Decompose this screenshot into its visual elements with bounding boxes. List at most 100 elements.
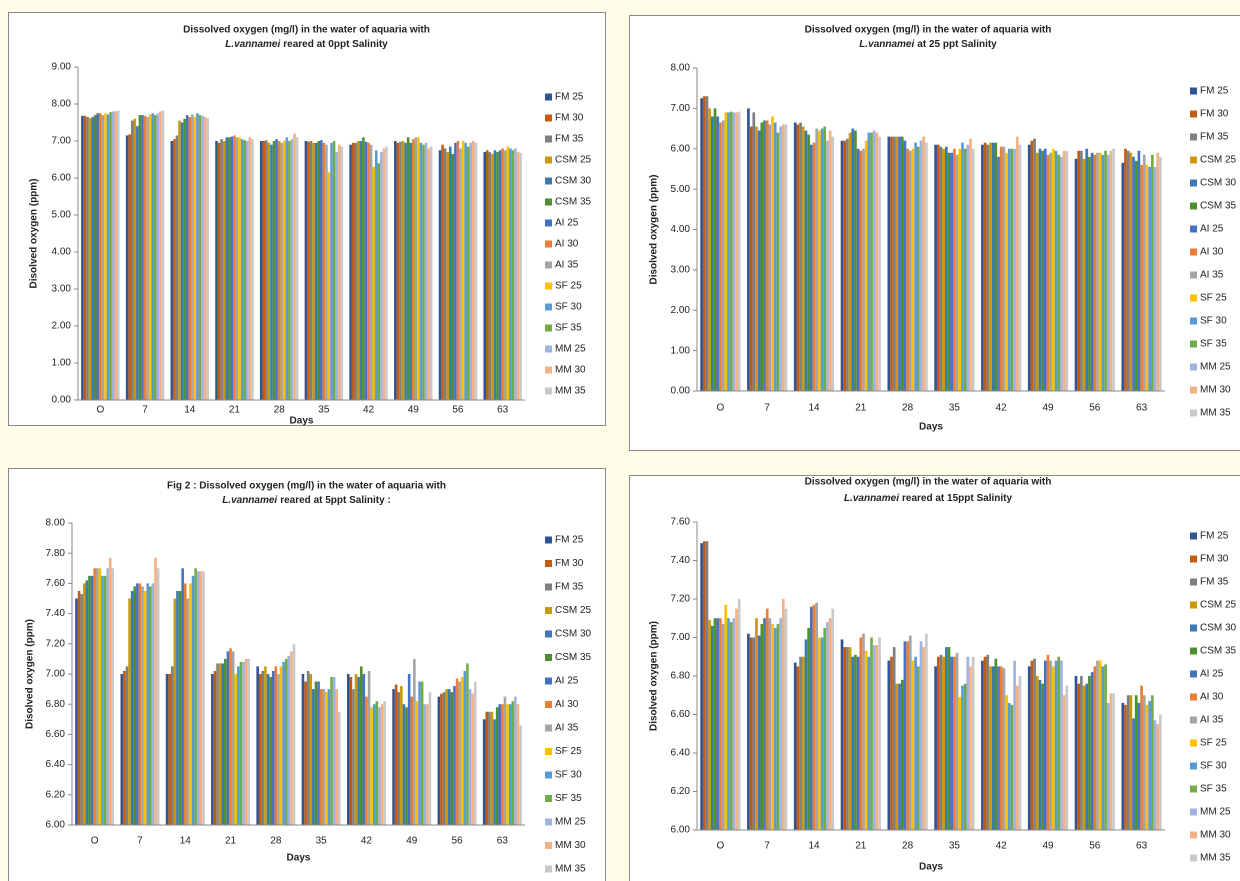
bar (198, 115, 202, 400)
y-tick-label: 7.20 (46, 638, 66, 649)
bar (815, 128, 819, 391)
legend-swatch (545, 198, 552, 206)
legend-swatch (1190, 601, 1197, 609)
legend-swatch (545, 261, 552, 269)
bar (325, 144, 328, 400)
bar (380, 704, 384, 825)
y-tick-label: 7.40 (46, 608, 66, 619)
bar (258, 674, 262, 825)
bar (872, 645, 876, 830)
bar (1085, 683, 1089, 830)
x-tick-label: 14 (184, 405, 196, 416)
bar (372, 166, 375, 400)
bar (335, 152, 338, 400)
bar (275, 139, 278, 400)
bar (1005, 152, 1008, 391)
bar (721, 120, 725, 392)
bar (1057, 656, 1061, 830)
bar (953, 656, 956, 830)
y-tick-label: 2.00 (671, 305, 691, 316)
bar (1090, 672, 1094, 830)
legend-swatch (1190, 716, 1197, 724)
bar (1038, 679, 1042, 830)
bar (414, 137, 418, 401)
bar (922, 647, 926, 830)
bar (427, 148, 430, 400)
bar (840, 140, 844, 391)
bar (251, 139, 254, 400)
y-tick-label: 1.00 (52, 358, 72, 369)
bar (372, 704, 376, 825)
bar (397, 692, 401, 825)
bar (453, 686, 456, 825)
legend-label: CSM 30 (1200, 178, 1237, 189)
bar (749, 637, 753, 830)
bar (106, 114, 110, 401)
bar (781, 599, 785, 830)
bar (170, 141, 174, 400)
bar (498, 150, 502, 400)
bar (244, 658, 248, 825)
y-tick-label: 8.00 (46, 518, 66, 529)
legend-swatch (545, 748, 552, 755)
bar (969, 138, 972, 391)
bar (238, 137, 241, 401)
bar (784, 124, 788, 392)
legend-swatch (545, 560, 552, 567)
bar (831, 136, 835, 391)
bar (374, 150, 378, 400)
legend-label: MM 30 (555, 840, 586, 851)
legend-label: AI 35 (1200, 270, 1224, 281)
legend-label: FM 35 (555, 134, 584, 145)
bar (716, 116, 720, 391)
bar (812, 604, 816, 830)
bar (705, 541, 709, 830)
bar (1096, 152, 1099, 391)
bar (1065, 150, 1069, 391)
bar (400, 686, 403, 825)
legend-label: SF 30 (1200, 761, 1227, 772)
bar (856, 656, 860, 830)
bar (1057, 154, 1061, 391)
bar (332, 677, 336, 825)
bar (519, 725, 522, 825)
bar (234, 674, 238, 825)
x-tick-label: 21 (855, 403, 867, 414)
bar (495, 707, 499, 825)
y-tick-label: 7.00 (671, 632, 691, 643)
bar (719, 122, 722, 391)
bar (735, 112, 738, 391)
bar (1132, 718, 1135, 830)
species-name: L.vannamei (859, 39, 914, 50)
bar (498, 704, 502, 825)
bar (737, 111, 741, 391)
bar (809, 144, 813, 391)
bar (1129, 152, 1133, 391)
bar (925, 142, 928, 391)
bar (1007, 702, 1011, 830)
bar (306, 670, 310, 825)
y-tick-label: 4.00 (52, 247, 72, 258)
bar (1101, 666, 1105, 830)
y-tick-label: 6.20 (671, 786, 691, 797)
bar (1132, 156, 1135, 391)
bar (91, 116, 94, 400)
legend-swatch (545, 93, 552, 101)
bar (1015, 685, 1019, 830)
bar (763, 120, 766, 392)
bar (757, 635, 761, 830)
bar (282, 141, 286, 400)
bar (732, 112, 736, 391)
legend-label: FM 30 (555, 113, 584, 124)
bar (1121, 162, 1125, 391)
species-name: L.vannamei (222, 495, 277, 506)
bar (312, 142, 315, 400)
bar (75, 598, 78, 825)
bar (503, 696, 507, 825)
y-tick-label: 0.00 (671, 386, 691, 397)
x-tick-label: 7 (137, 836, 143, 847)
legend-swatch (1190, 854, 1197, 862)
bar (1002, 668, 1006, 830)
bar (737, 599, 741, 830)
legend-label: MM 25 (1200, 362, 1231, 373)
